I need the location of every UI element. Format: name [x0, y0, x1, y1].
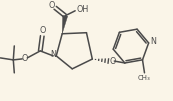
- Text: O: O: [21, 54, 28, 63]
- Text: N: N: [151, 37, 157, 46]
- Text: CH₃: CH₃: [138, 75, 151, 81]
- Polygon shape: [62, 15, 68, 34]
- Text: O: O: [48, 1, 54, 10]
- Text: OH: OH: [76, 5, 88, 14]
- Text: N: N: [50, 50, 56, 59]
- Text: O: O: [39, 26, 45, 35]
- Text: O: O: [109, 57, 115, 66]
